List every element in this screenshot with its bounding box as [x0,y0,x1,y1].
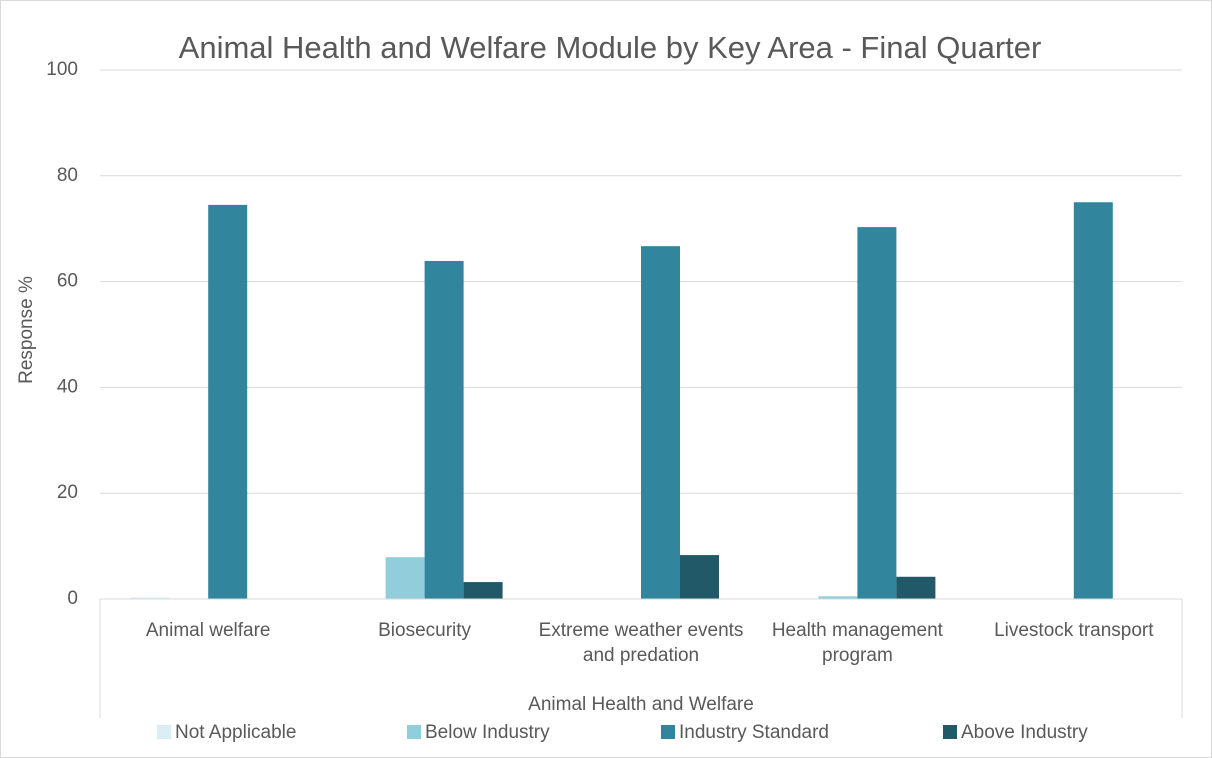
y-tick-label: 60 [57,271,78,292]
x-tick-label: Biosecurity [378,620,472,641]
y-axis-label: Response % [16,276,37,384]
bar [818,596,858,599]
bar [424,260,464,599]
x-axis-label: Animal Health and Welfare [528,694,754,715]
legend-swatch [407,725,421,739]
y-tick-label: 40 [57,376,78,397]
legend-label: Below Industry [425,722,550,743]
x-tick-label: Health management program [771,620,943,666]
y-tick-label: 80 [57,165,78,186]
legend-label: Industry Standard [679,722,829,743]
bar [208,204,248,599]
bar [130,597,170,599]
y-tick-label: 100 [46,59,78,80]
bar [1073,202,1113,599]
x-tick-label: Animal welfare [145,620,271,641]
y-tick-label: 20 [57,482,78,503]
legend-label: Above Industry [961,722,1088,743]
x-tick-label: Extreme weather events and predation [538,620,744,666]
bar [896,576,936,599]
bar [463,582,503,599]
y-tick-label: 0 [67,588,78,609]
bar [680,555,719,599]
bar [385,557,425,599]
legend-swatch [661,725,675,739]
chart-title: Animal Health and Welfare Module by Key … [179,30,1042,65]
bar [641,246,680,600]
x-tick-label: Livestock transport [994,620,1154,641]
bar [857,227,897,599]
legend-label: Not Applicable [175,722,296,743]
legend-swatch [943,725,957,739]
legend-swatch [157,725,171,739]
